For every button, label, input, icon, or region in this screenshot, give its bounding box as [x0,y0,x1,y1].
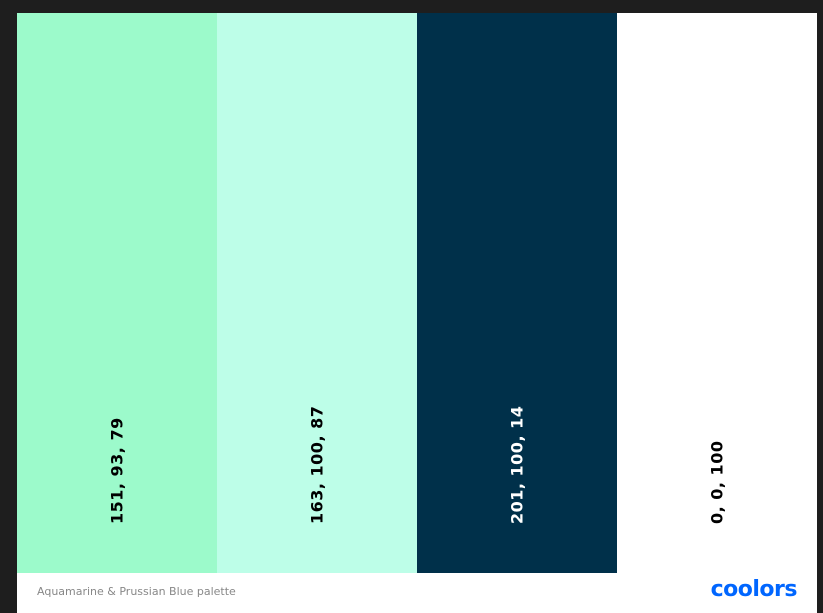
color-swatch[interactable]: 151, 93, 79 [17,13,217,573]
swatch-row: 151, 93, 79 163, 100, 87 201, 100, 14 0, 0,… [17,13,817,573]
swatch-label: 163, 100, 87 [307,405,327,524]
swatch-label: 201, 100, 14 [507,405,527,524]
swatch-label: 0, 0, 100 [707,440,727,524]
color-swatch[interactable]: 0, 0, 100 [617,13,817,573]
color-swatch[interactable]: 201, 100, 14 [417,13,617,573]
palette-title: Aquamarine & Prussian Blue palette [37,585,236,598]
color-swatch[interactable]: 163, 100, 87 [217,13,417,573]
palette-card: 151, 93, 79 163, 100, 87 201, 100, 14 0, 0,… [17,13,817,613]
page: 151, 93, 79 163, 100, 87 201, 100, 14 0, 0,… [17,13,817,613]
logo[interactable]: coolors [710,577,798,602]
swatch-label: 151, 93, 79 [107,417,127,524]
